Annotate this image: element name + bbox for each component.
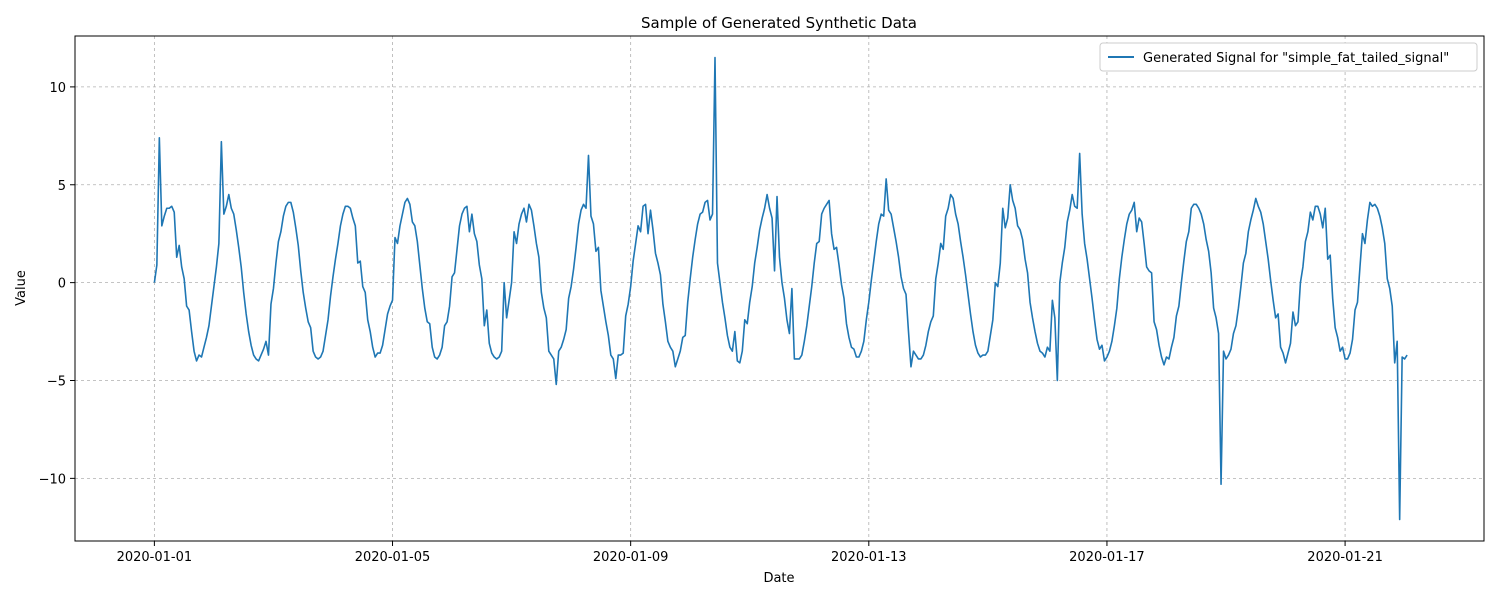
legend-label: Generated Signal for "simple_fat_tailed_…: [1143, 51, 1449, 66]
y-axis-title: Value: [14, 270, 29, 306]
x-tick-label: 2020-01-17: [1069, 550, 1145, 565]
x-axis-title: Date: [763, 571, 794, 586]
plot-frame: [74, 35, 1485, 542]
y-tick-label: −5: [47, 374, 66, 389]
x-tick-label: 2020-01-01: [117, 550, 193, 565]
x-tick-label: 2020-01-09: [593, 550, 669, 565]
y-tick-label: 10: [49, 81, 66, 96]
y-axis: −10 −5 0 5 10: [39, 81, 75, 487]
x-tick-label: 2020-01-13: [831, 550, 907, 565]
y-tick-label: 5: [58, 179, 66, 194]
x-tick-label: 2020-01-21: [1307, 550, 1383, 565]
x-tick-label: 2020-01-05: [355, 550, 431, 565]
series-line-0: [153, 56, 1408, 521]
legend-box: [1099, 42, 1478, 72]
x-axis: 2020-01-01 2020-01-05 2020-01-09 2020-01-13…: [117, 541, 1383, 565]
y-tick-label: −10: [39, 472, 66, 487]
legend: Generated Signal for "simple_fat_tailed_…: [1099, 42, 1478, 72]
chart-title: Sample of Generated Synthetic Data: [641, 14, 917, 32]
series-layer: [153, 56, 1408, 521]
y-tick-label: 0: [58, 277, 66, 292]
